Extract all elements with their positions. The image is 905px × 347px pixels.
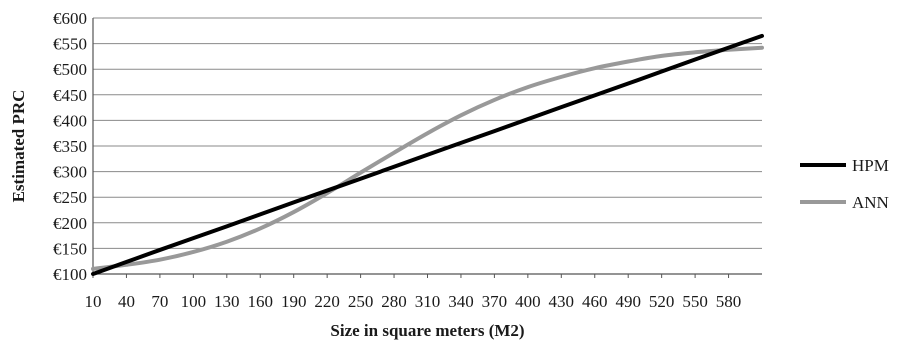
y-axis-title: Estimated PRC [9,90,28,203]
y-tick-label: €250 [53,188,87,207]
x-tick-label: 160 [248,292,274,311]
x-tick-label: 370 [482,292,508,311]
y-tick-label: €300 [53,163,87,182]
x-tick-label: 490 [615,292,641,311]
x-tick-label: 550 [682,292,708,311]
x-tick-label: 310 [415,292,441,311]
y-tick-label: €400 [53,111,87,130]
x-tick-label: 220 [314,292,340,311]
legend-label-hpm: HPM [852,156,889,175]
x-tick-label: 520 [649,292,675,311]
y-axis-ticks: €100 €150 €200 €250 €300 €350 €400 €450 €500 €550… [53,9,87,284]
y-tick-label: €450 [53,86,87,105]
y-tick-label: €150 [53,239,87,258]
x-tick-label: 130 [214,292,240,311]
x-tick-label: 460 [582,292,608,311]
x-axis-title: Size in square meters (M2) [330,321,524,340]
x-tick-label: 400 [515,292,541,311]
legend: HPM ANN [800,156,889,212]
x-tick-label: 580 [716,292,742,311]
x-tick-label: 100 [181,292,207,311]
y-tick-label: €350 [53,137,87,156]
x-tick-label: 430 [549,292,575,311]
series-line-ann [91,45,764,271]
x-tick-label: 340 [448,292,474,311]
legend-label-ann: ANN [852,193,889,212]
x-tick-label: 190 [281,292,307,311]
x-axis-ticks: 10 40 70 100 130 160 190 220 250 280 310 340 370 400 4… [85,274,742,311]
x-tick-label: 40 [118,292,135,311]
x-tick-label: 280 [381,292,407,311]
series-line-hpm [91,33,764,276]
x-tick-label: 250 [348,292,374,311]
x-tick-label: 70 [151,292,168,311]
y-tick-label: €100 [53,265,87,284]
series-lines [91,33,764,276]
y-tick-label: €500 [53,60,87,79]
y-tick-label: €600 [53,9,87,28]
y-tick-label: €550 [53,35,87,54]
y-tick-label: €200 [53,214,87,233]
x-tick-label: 10 [85,292,102,311]
